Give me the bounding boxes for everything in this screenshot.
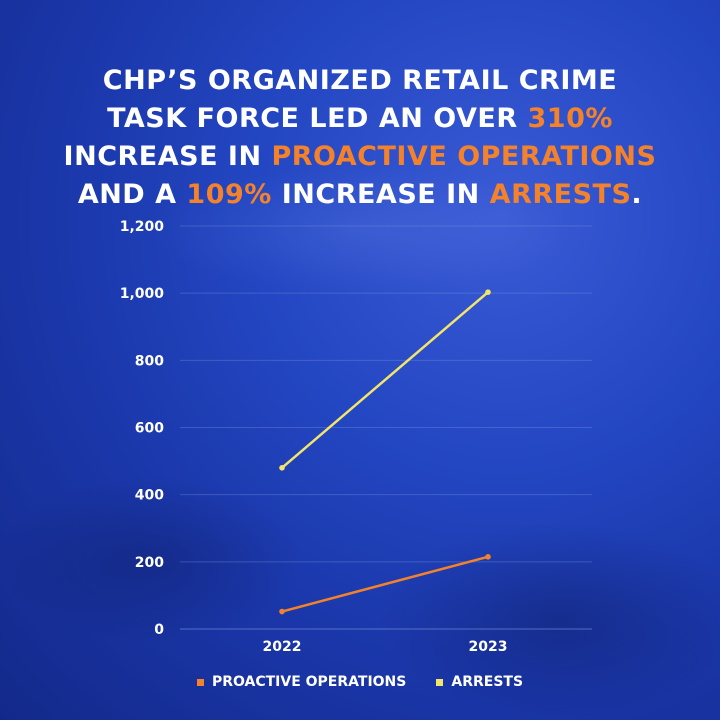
x-tick-label: 2023 bbox=[469, 639, 508, 655]
headline-text-1: CHP’S ORGANIZED RETAIL CRIME TASK FORCE … bbox=[102, 65, 618, 134]
y-tick-label: 0 bbox=[154, 622, 164, 638]
y-tick-label: 600 bbox=[135, 421, 164, 437]
data-point-arrests bbox=[279, 465, 285, 471]
data-point-proactive bbox=[279, 608, 285, 615]
headline-text-3: AND A bbox=[77, 179, 187, 210]
legend-label-proactive: PROACTIVE OPERATIONS bbox=[211, 674, 407, 690]
headline-text-4: INCREASE IN bbox=[271, 179, 490, 210]
legend-swatch-proactive bbox=[196, 678, 204, 686]
y-tick-label: 1,000 bbox=[120, 286, 165, 302]
y-tick-label: 1,200 bbox=[120, 219, 165, 235]
legend-swatch-arrests bbox=[436, 678, 444, 686]
headline-text-2: INCREASE IN bbox=[63, 141, 272, 172]
y-tick-label: 200 bbox=[135, 555, 164, 571]
x-tick-label: 2022 bbox=[263, 639, 302, 655]
series-line-proactive bbox=[281, 555, 489, 613]
headline-text-5: . bbox=[631, 179, 643, 210]
y-tick-label: 800 bbox=[135, 353, 164, 369]
headline-highlight-arrests: ARRESTS bbox=[489, 179, 632, 210]
headline-highlight-310: 310% bbox=[527, 103, 613, 134]
y-tick-label: 400 bbox=[135, 488, 164, 504]
data-point-arrests bbox=[485, 289, 491, 295]
legend-label-arrests: ARRESTS bbox=[451, 674, 524, 690]
series-line-arrests bbox=[281, 291, 489, 469]
headline-highlight-proactive: PROACTIVE OPERATIONS bbox=[271, 141, 657, 172]
chart-legend: PROACTIVE OPERATIONS ARRESTS bbox=[0, 674, 720, 690]
headline-highlight-109: 109% bbox=[186, 179, 272, 210]
data-point-proactive bbox=[485, 553, 491, 560]
legend-item-arrests: ARRESTS bbox=[436, 674, 523, 690]
legend-item-proactive: PROACTIVE OPERATIONS bbox=[196, 674, 407, 690]
headline: CHP’S ORGANIZED RETAIL CRIME TASK FORCE … bbox=[60, 62, 660, 214]
